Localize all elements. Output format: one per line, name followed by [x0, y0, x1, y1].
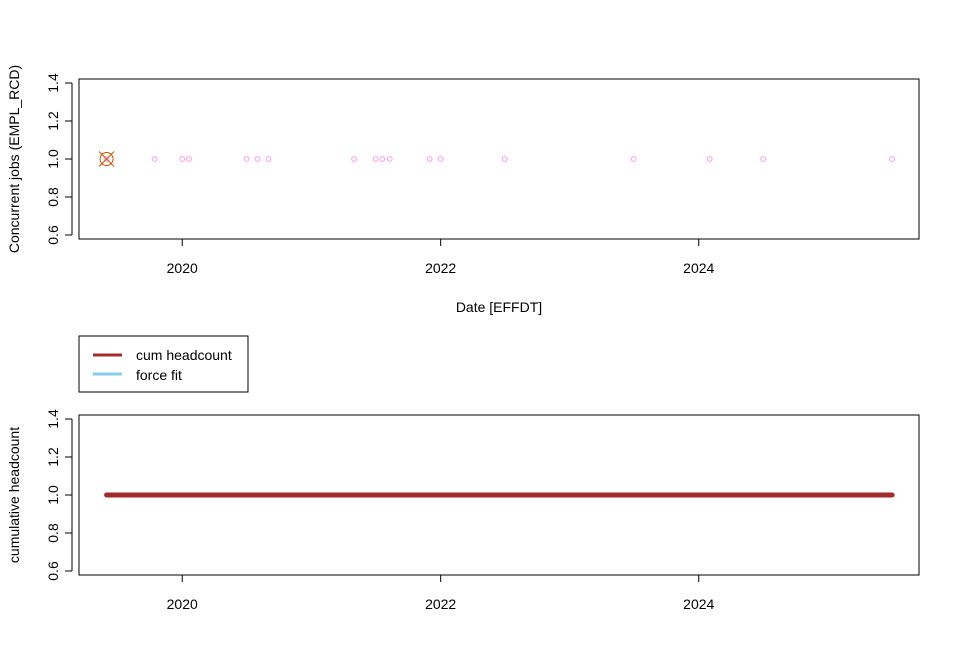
data-points [98, 151, 896, 167]
legend-label-force-fit: force fit [136, 367, 182, 383]
y-tick-label-0.8: 0.8 [45, 523, 61, 543]
data-point-6 [265, 156, 272, 162]
highlight-circle [99, 152, 114, 166]
y-axis-title: Concurrent jobs (EMPL_RCD) [6, 65, 22, 253]
concurrent-jobs-chart: 0.6 0.8 1.0 1.2 1.4 2020 2022 2024 Concurrent … [6, 65, 920, 315]
x-tick-label-2020: 2020 [167, 260, 198, 276]
data-point-8 [372, 156, 379, 162]
y-axis-title: cumulative headcount [6, 427, 22, 563]
data-point-4 [243, 156, 250, 162]
legend-box [78, 335, 249, 393]
y-axis: 0.6 0.8 1.0 1.2 1.4 [45, 73, 73, 245]
x-tick-label-2022: 2022 [425, 596, 456, 612]
data-point-2 [179, 156, 186, 162]
x-tick-label-2024: 2024 [683, 596, 714, 612]
x-tick-label-2022: 2022 [425, 260, 456, 276]
legend: cum headcount force fit [78, 335, 249, 393]
x-axis: 2020 2022 2024 [167, 574, 715, 612]
legend-label-cum-headcount: cum headcount [136, 347, 232, 363]
y-tick-label-0.8: 0.8 [45, 187, 61, 207]
y-axis: 0.6 0.8 1.0 1.2 1.4 [45, 409, 73, 581]
y-tick-label-1.4: 1.4 [45, 409, 61, 429]
y-tick-label-1.2: 1.2 [45, 111, 61, 131]
data-point-10 [386, 156, 393, 162]
data-point-14 [630, 156, 637, 162]
data-point-3 [186, 156, 192, 162]
data-point-12 [437, 156, 444, 162]
data-point-11 [426, 156, 433, 162]
data-point-17 [889, 156, 896, 162]
highlight-marker [98, 151, 115, 167]
y-tick-label-0.6: 0.6 [45, 561, 61, 581]
cumulative-headcount-chart: 0.6 0.8 1.0 1.2 1.4 2020 2022 2024 cumulative … [6, 409, 920, 612]
y-tick-label-1.4: 1.4 [45, 73, 61, 93]
y-tick-label-1.0: 1.0 [45, 149, 61, 169]
x-tick-label-2020: 2020 [167, 596, 198, 612]
data-point-13 [501, 156, 508, 162]
x-tick-label-2024: 2024 [683, 260, 714, 276]
y-tick-label-1.2: 1.2 [45, 447, 61, 467]
data-point-0 [103, 156, 110, 162]
y-tick-label-0.6: 0.6 [45, 225, 61, 245]
data-point-16 [760, 156, 766, 162]
highlight-cross-b [98, 151, 115, 167]
y-tick-label-1.0: 1.0 [45, 485, 61, 505]
data-point-7 [351, 156, 357, 162]
data-point-9 [379, 156, 386, 162]
x-axis: 2020 2022 2024 [167, 238, 715, 276]
data-point-1 [151, 156, 158, 162]
x-axis-title: Date [EFFDT] [456, 299, 542, 315]
data-point-5 [254, 156, 261, 162]
plot-frame [78, 78, 920, 240]
data-point-15 [706, 156, 713, 162]
